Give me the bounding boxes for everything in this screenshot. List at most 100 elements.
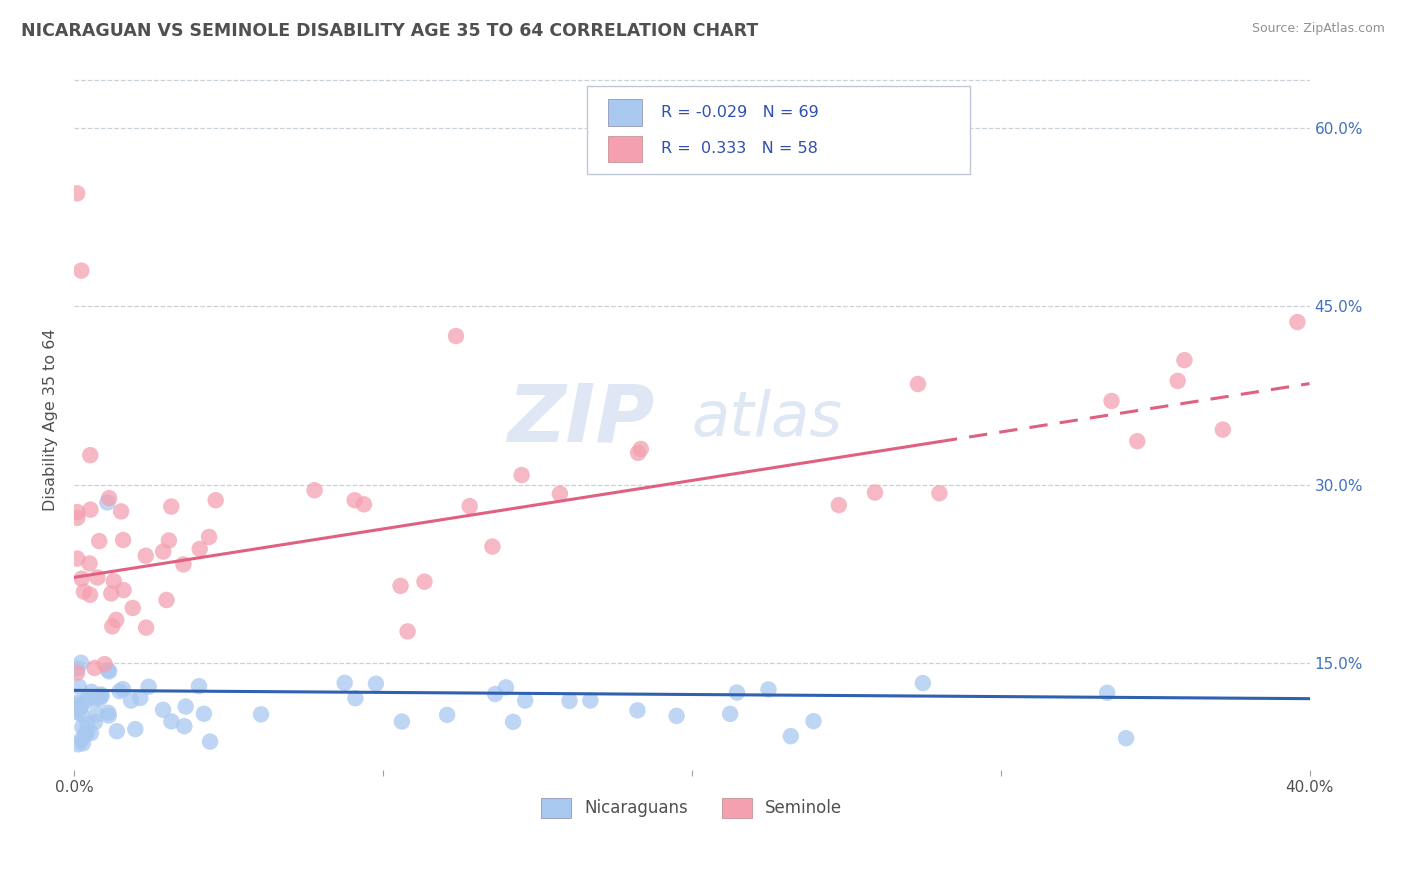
Point xyxy=(83,661,105,675)
Point xyxy=(79,557,101,571)
Point xyxy=(90,688,112,702)
Point xyxy=(436,707,458,722)
Point xyxy=(1115,731,1137,745)
Point xyxy=(70,572,93,586)
Point xyxy=(204,493,226,508)
Text: Source: ZipAtlas.com: Source: ZipAtlas.com xyxy=(1251,22,1385,36)
Point xyxy=(630,442,652,456)
Y-axis label: Disability Age 35 to 64: Disability Age 35 to 64 xyxy=(44,328,58,510)
Point xyxy=(97,663,120,677)
Point xyxy=(548,486,571,500)
Point xyxy=(928,486,950,500)
Point xyxy=(120,693,142,707)
Point xyxy=(333,675,356,690)
Point xyxy=(396,624,419,639)
Point xyxy=(66,551,89,566)
Point xyxy=(121,601,143,615)
Bar xyxy=(607,99,643,126)
Point xyxy=(1126,434,1149,449)
Point xyxy=(80,685,103,699)
Point xyxy=(110,504,132,518)
Text: ZIP: ZIP xyxy=(508,380,655,458)
Text: R = -0.029   N = 69: R = -0.029 N = 69 xyxy=(661,104,818,120)
Point xyxy=(89,534,111,549)
Point xyxy=(80,726,103,740)
Point xyxy=(198,530,221,544)
Point xyxy=(391,714,413,729)
Point xyxy=(152,544,174,558)
Point xyxy=(173,719,195,733)
Point xyxy=(413,574,436,589)
Point xyxy=(353,497,375,511)
Point xyxy=(863,485,886,500)
Point xyxy=(907,377,929,392)
Point xyxy=(70,732,93,747)
Point xyxy=(138,680,160,694)
Point xyxy=(579,693,602,707)
Point xyxy=(108,684,131,698)
Point xyxy=(193,706,215,721)
Point xyxy=(69,700,91,714)
Point xyxy=(515,693,537,707)
Point xyxy=(66,186,89,201)
Text: R =  0.333   N = 58: R = 0.333 N = 58 xyxy=(661,141,818,156)
Point xyxy=(152,703,174,717)
Point xyxy=(444,329,467,343)
Text: NICARAGUAN VS SEMINOLE DISABILITY AGE 35 TO 64 CORRELATION CHART: NICARAGUAN VS SEMINOLE DISABILITY AGE 35… xyxy=(21,22,758,40)
Point xyxy=(198,734,221,748)
Point xyxy=(73,584,96,599)
Point xyxy=(66,661,89,675)
Point xyxy=(502,714,524,729)
Point xyxy=(911,676,934,690)
Point xyxy=(66,665,89,680)
Point xyxy=(76,725,98,739)
Point xyxy=(72,720,94,734)
Point xyxy=(97,706,120,720)
Point xyxy=(160,500,183,514)
Point xyxy=(135,549,157,563)
Point xyxy=(174,699,197,714)
Point xyxy=(98,491,121,505)
Point xyxy=(66,696,89,710)
Point xyxy=(76,690,98,705)
Point xyxy=(1167,374,1189,388)
Point xyxy=(124,722,146,736)
FancyBboxPatch shape xyxy=(586,86,970,174)
Point xyxy=(344,691,367,706)
Text: atlas: atlas xyxy=(692,389,842,450)
Point xyxy=(112,533,135,547)
Point xyxy=(103,574,125,588)
Point xyxy=(495,681,517,695)
Point xyxy=(1212,423,1234,437)
Point xyxy=(72,736,94,750)
Point xyxy=(665,709,688,723)
Point xyxy=(188,679,211,693)
Point xyxy=(112,583,135,598)
Point xyxy=(97,708,120,723)
Point xyxy=(79,588,101,602)
Point xyxy=(304,483,326,498)
Point xyxy=(105,724,128,739)
Point xyxy=(484,687,506,701)
Point xyxy=(626,703,648,717)
Point xyxy=(172,558,194,572)
Point xyxy=(458,499,481,513)
Point xyxy=(1101,394,1123,409)
Point xyxy=(70,707,93,722)
Point xyxy=(70,263,93,277)
Point xyxy=(84,714,107,729)
Point xyxy=(188,541,211,556)
Point xyxy=(96,495,118,509)
Point xyxy=(1286,315,1309,329)
Point xyxy=(66,511,89,525)
Bar xyxy=(607,136,643,162)
Legend: Nicaraguans, Seminole: Nicaraguans, Seminole xyxy=(534,791,849,825)
Point xyxy=(155,593,177,607)
Point xyxy=(66,505,89,519)
Point xyxy=(101,619,124,633)
Point xyxy=(481,540,503,554)
Point xyxy=(135,621,157,635)
Point xyxy=(67,680,90,694)
Point xyxy=(343,493,366,508)
Point xyxy=(76,694,98,708)
